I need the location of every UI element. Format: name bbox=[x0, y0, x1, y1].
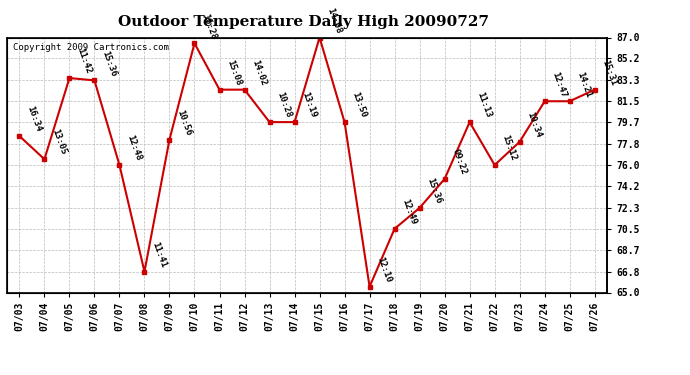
Text: 13:19: 13:19 bbox=[300, 91, 318, 119]
Text: 11:13: 11:13 bbox=[475, 91, 493, 119]
Text: 13:05: 13:05 bbox=[50, 128, 68, 156]
Text: 10:56: 10:56 bbox=[175, 108, 193, 137]
Text: Outdoor Temperature Daily High 20090727: Outdoor Temperature Daily High 20090727 bbox=[118, 15, 489, 29]
Text: 15:08: 15:08 bbox=[225, 58, 243, 87]
Text: 15:31: 15:31 bbox=[600, 58, 618, 87]
Text: 10:34: 10:34 bbox=[525, 111, 543, 139]
Text: 12:48: 12:48 bbox=[125, 134, 143, 162]
Text: 16:28: 16:28 bbox=[200, 12, 218, 40]
Text: 13:50: 13:50 bbox=[350, 91, 368, 119]
Text: 14:02: 14:02 bbox=[250, 58, 268, 87]
Text: 09:22: 09:22 bbox=[450, 148, 468, 176]
Text: 14:21: 14:21 bbox=[575, 70, 593, 99]
Text: 15:12: 15:12 bbox=[500, 134, 518, 162]
Text: 15:36: 15:36 bbox=[100, 49, 118, 78]
Text: 12:10: 12:10 bbox=[375, 256, 393, 284]
Text: 14:08: 14:08 bbox=[325, 6, 343, 35]
Text: 15:36: 15:36 bbox=[425, 177, 443, 205]
Text: 10:28: 10:28 bbox=[275, 91, 293, 119]
Text: 16:34: 16:34 bbox=[25, 105, 43, 133]
Text: Copyright 2009 Cartronics.com: Copyright 2009 Cartronics.com bbox=[13, 43, 169, 52]
Text: 11:41: 11:41 bbox=[150, 240, 168, 269]
Text: 12:49: 12:49 bbox=[400, 198, 418, 226]
Text: 11:42: 11:42 bbox=[75, 47, 92, 75]
Text: 12:47: 12:47 bbox=[550, 70, 568, 99]
